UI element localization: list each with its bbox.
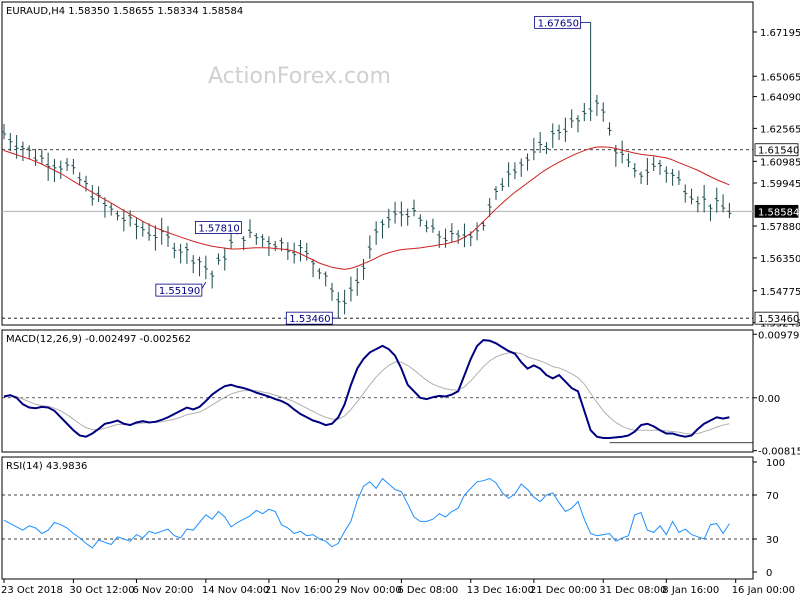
macd-layer — [2, 339, 753, 444]
rsi-tick-label: 0 — [766, 568, 772, 579]
time-tick-label: 21 Nov 16:00 — [265, 585, 332, 596]
time-tick-label: 30 Oct 12:00 — [69, 585, 134, 596]
svg-text:1.55190: 1.55190 — [159, 286, 200, 297]
svg-text:1.61540: 1.61540 — [758, 146, 799, 157]
price-tick-label: 1.56350 — [760, 254, 800, 265]
macd-tick-label: -0.008152 — [758, 447, 800, 458]
rsi-tick-label: 100 — [766, 458, 785, 469]
rsi-layer — [2, 477, 753, 549]
price-annotations: 1.67650 1.57810 1.55190 1.53460 — [155, 15, 591, 325]
price-callout: 1.53460 — [285, 311, 339, 325]
rsi-panel-title: RSI(14) 43.9836 — [6, 461, 87, 472]
time-tick-label: 6 Nov 20:00 — [132, 585, 193, 596]
macd-line — [3, 339, 730, 440]
price-tick-label: 1.60985 — [760, 157, 800, 168]
price-tick-label: 1.59945 — [760, 179, 800, 190]
time-tick-label: 31 Dec 08:00 — [599, 585, 666, 596]
watermark: ActionForex.com — [208, 64, 391, 89]
price-panel-frame — [1, 1, 754, 326]
price-callout: 1.55190 — [155, 281, 207, 297]
svg-text:1.53460: 1.53460 — [289, 314, 330, 325]
time-tick-label: 29 Nov 00:00 — [334, 585, 401, 596]
price-level-lines — [2, 149, 753, 319]
last-price-label: 1.58584 — [754, 204, 799, 218]
rsi-panel-frame — [1, 456, 754, 580]
price-tick-label: 1.57880 — [760, 222, 800, 233]
rsi-y-axis: 100 70 30 0 — [753, 458, 785, 579]
level-price-label: 1.53460 — [754, 311, 799, 325]
macd-tick-label: 0.009797 — [758, 330, 800, 341]
svg-text:1.53460: 1.53460 — [758, 314, 799, 325]
level-price-label: 1.61540 — [754, 143, 799, 157]
svg-text:1.58584: 1.58584 — [758, 207, 799, 218]
time-tick-label: 21 Dec 00:00 — [530, 585, 597, 596]
moving-average-layer — [3, 146, 730, 270]
moving-average-line — [3, 146, 730, 270]
price-tick-label: 1.62565 — [760, 124, 800, 135]
time-tick-label: 8 Jan 16:00 — [662, 585, 719, 596]
price-y-axis: 1.67195 1.65065 1.64090 1.62565 1.60985 1.599… — [753, 28, 800, 330]
time-tick-label: 14 Nov 04:00 — [202, 585, 269, 596]
time-tick-label: 13 Dec 16:00 — [467, 585, 534, 596]
macd-tick-label: 0.00 — [758, 394, 780, 405]
price-tick-label: 1.64090 — [760, 93, 800, 104]
time-tick-label: 23 Oct 2018 — [1, 585, 63, 596]
price-tick-label: 1.67195 — [760, 28, 800, 39]
price-bars — [2, 22, 732, 319]
time-axis: 23 Oct 2018 30 Oct 12:006 Nov 20:00 14 Nov… — [1, 579, 795, 596]
rsi-tick-label: 70 — [766, 491, 779, 502]
price-callout: 1.57810 — [194, 221, 242, 234]
svg-text:1.57810: 1.57810 — [198, 223, 239, 234]
svg-text:1.67650: 1.67650 — [538, 18, 579, 29]
price-panel-title: EURAUD,H4 1.58350 1.58655 1.58334 1.5858… — [6, 6, 243, 17]
rsi-line — [3, 477, 730, 549]
macd-y-axis: 0.009797 0.00 -0.008152 — [753, 330, 800, 458]
rsi-tick-label: 30 — [766, 535, 779, 546]
macd-panel-frame — [1, 329, 754, 453]
price-tick-label: 1.54775 — [760, 287, 800, 298]
time-tick-label: 16 Jan 00:00 — [732, 585, 795, 596]
time-tick-label: 6 Dec 08:00 — [397, 585, 458, 596]
price-callout: 1.67650 — [534, 15, 591, 29]
macd-panel-title: MACD(12,26,9) -0.002497 -0.002562 — [6, 334, 191, 345]
price-tick-label: 1.65065 — [760, 72, 800, 83]
